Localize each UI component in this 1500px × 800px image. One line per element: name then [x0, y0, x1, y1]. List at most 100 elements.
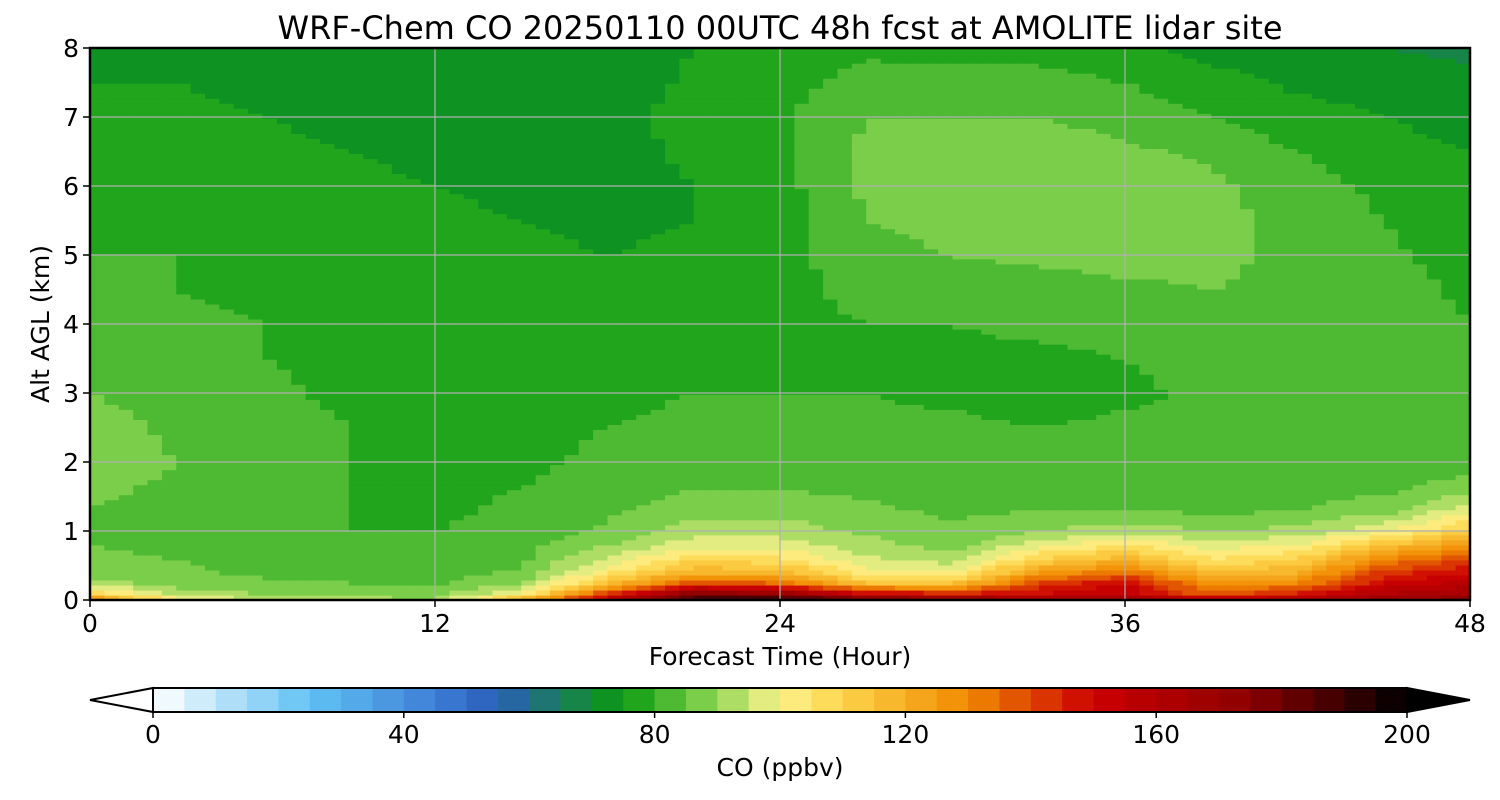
- heatmap-cell: [435, 579, 450, 586]
- heatmap-cell: [1283, 414, 1299, 420]
- heatmap-cell: [133, 514, 149, 521]
- heatmap-cell: [1254, 339, 1270, 345]
- heatmap-cell: [233, 554, 249, 561]
- heatmap-cell: [938, 524, 954, 531]
- heatmap-cell: [1355, 439, 1370, 446]
- heatmap-cell: [593, 349, 609, 355]
- heatmap-cell: [363, 524, 379, 531]
- heatmap-cell: [248, 504, 264, 511]
- heatmap-cell: [751, 494, 767, 501]
- heatmap-cell: [90, 564, 105, 571]
- heatmap-cell: [320, 539, 335, 546]
- heatmap-cell: [1268, 374, 1284, 380]
- heatmap-cell: [1297, 374, 1313, 380]
- heatmap-cell: [1110, 504, 1126, 511]
- heatmap-cell: [995, 374, 1011, 380]
- heatmap-cell: [1038, 389, 1054, 395]
- heatmap-cell: [880, 464, 896, 471]
- heatmap-cell: [679, 494, 695, 501]
- heatmap-cell: [176, 539, 192, 546]
- heatmap-cell: [952, 374, 968, 380]
- heatmap-cell: [636, 524, 652, 531]
- heatmap-cell: [837, 569, 853, 576]
- heatmap-cell: [449, 534, 465, 541]
- heatmap-cell: [1340, 424, 1356, 430]
- heatmap-cell: [1369, 514, 1385, 521]
- heatmap-cell: [176, 384, 192, 390]
- heatmap-cell: [564, 439, 580, 446]
- heatmap-cell: [1297, 479, 1313, 486]
- heatmap-cell: [1297, 539, 1313, 546]
- heatmap-cell: [420, 349, 436, 355]
- heatmap-cell: [1053, 489, 1069, 496]
- heatmap-cell: [1369, 369, 1385, 375]
- heatmap-cell: [593, 559, 609, 566]
- heatmap-cell: [794, 399, 810, 405]
- heatmap-cell: [104, 499, 120, 506]
- heatmap-cell: [1254, 354, 1270, 360]
- heatmap-cell: [104, 399, 120, 405]
- heatmap-cell: [521, 424, 537, 430]
- heatmap-cell: [679, 584, 695, 591]
- heatmap-cell: [621, 449, 637, 456]
- heatmap-cell: [593, 379, 609, 385]
- heatmap-cell: [909, 469, 925, 476]
- heatmap-cell: [233, 369, 249, 375]
- heatmap-cell: [1369, 379, 1385, 385]
- heatmap-cell: [276, 374, 292, 380]
- heatmap-cell: [1441, 349, 1457, 355]
- heatmap-cell: [1426, 494, 1442, 501]
- heatmap-cell: [1283, 479, 1299, 486]
- heatmap-cell: [133, 339, 149, 345]
- heatmap-cell: [205, 429, 220, 435]
- heatmap-cell: [1340, 389, 1356, 395]
- heatmap-cell: [1369, 444, 1385, 451]
- heatmap-cell: [909, 519, 925, 526]
- heatmap-cell: [981, 439, 997, 446]
- heatmap-cell: [1369, 504, 1385, 511]
- heatmap-cell: [1441, 374, 1457, 380]
- heatmap-cell: [1398, 529, 1414, 536]
- heatmap-cell: [320, 364, 335, 370]
- heatmap-cell: [1240, 349, 1255, 355]
- heatmap-cell: [1426, 434, 1442, 441]
- heatmap-cell: [808, 479, 824, 486]
- heatmap-cell: [90, 544, 105, 551]
- heatmap-cell: [363, 454, 379, 461]
- heatmap-cell: [478, 514, 494, 521]
- heatmap-cell: [233, 344, 249, 350]
- heatmap-cell: [780, 539, 795, 546]
- heatmap-cell: [751, 529, 767, 536]
- heatmap-cell: [794, 564, 810, 571]
- heatmap-cell: [1010, 529, 1025, 536]
- heatmap-cell: [492, 469, 508, 476]
- heatmap-cell: [1455, 474, 1471, 481]
- heatmap-cell: [118, 479, 134, 486]
- heatmap-cell: [880, 559, 896, 566]
- heatmap-cell: [161, 384, 177, 390]
- heatmap-cell: [751, 554, 767, 561]
- heatmap-cell: [463, 434, 479, 441]
- heatmap-cell: [118, 359, 134, 365]
- heatmap-cell: [133, 429, 149, 435]
- heatmap-cell: [1024, 379, 1040, 385]
- heatmap-cell: [550, 489, 565, 496]
- heatmap-cell: [305, 504, 321, 511]
- heatmap-cell: [1441, 339, 1457, 345]
- heatmap-cell: [320, 409, 335, 415]
- heatmap-cell: [334, 589, 350, 596]
- heatmap-cell: [880, 439, 896, 446]
- heatmap-cell: [1369, 589, 1385, 596]
- heatmap-cell: [1426, 509, 1442, 516]
- heatmap-cell: [938, 449, 954, 456]
- heatmap-cell: [176, 374, 192, 380]
- heatmap-cell: [1326, 479, 1342, 486]
- heatmap-cell: [161, 504, 177, 511]
- heatmap-cell: [593, 584, 609, 591]
- heatmap-cell: [420, 554, 436, 561]
- heatmap-cell: [1340, 414, 1356, 420]
- heatmap-cell: [1010, 354, 1025, 360]
- heatmap-cell: [506, 404, 522, 410]
- heatmap-cell: [176, 399, 192, 405]
- heatmap-cell: [161, 439, 177, 446]
